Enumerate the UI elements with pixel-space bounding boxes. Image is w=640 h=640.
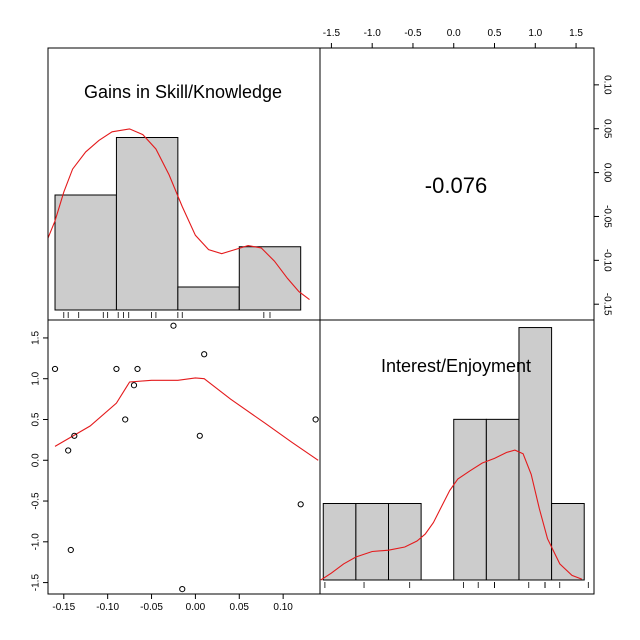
- panel-histogram-gains: Gains in Skill/Knowledge: [47, 82, 310, 318]
- panel-scatter: [51, 322, 319, 593]
- hist-bar: [453, 418, 487, 581]
- density-curve: [47, 128, 310, 301]
- x-tick-label: -0.05: [140, 602, 163, 613]
- frame-bottom-right: [319, 319, 595, 595]
- hist-bar: [518, 327, 553, 581]
- panel-histogram-interest: Interest/Enjoyment: [320, 327, 589, 588]
- hist-bar: [551, 503, 585, 581]
- scatter-point: [122, 416, 129, 423]
- hist-bar: [54, 194, 117, 311]
- scatter-point: [67, 546, 74, 554]
- right-tick-label: -0.10: [601, 249, 612, 272]
- x-tick-label: 0.00: [186, 602, 206, 613]
- panel-title: Gains in Skill/Knowledge: [84, 82, 282, 102]
- top-tick-label: 1.0: [528, 28, 542, 39]
- scatter-point: [130, 382, 138, 389]
- density-curve: [320, 449, 582, 581]
- scatter-point: [312, 416, 319, 423]
- top-tick-label: 0.5: [488, 28, 502, 39]
- scatter-point: [297, 501, 304, 508]
- y-tick-label: -1.0: [31, 533, 42, 551]
- y-tick-label: -1.5: [31, 574, 42, 592]
- frame-bottom-left: [47, 319, 321, 595]
- y-tick-label: -0.5: [31, 492, 42, 510]
- top-tick-label: 1.5: [569, 28, 583, 39]
- top-tick-label: -0.5: [404, 28, 422, 39]
- y-tick-label: 1.0: [31, 371, 42, 385]
- hist-bar: [115, 137, 179, 311]
- x-tick-label: -0.15: [52, 602, 75, 613]
- hist-bar: [485, 418, 520, 581]
- hist-bar: [177, 286, 240, 311]
- right-tick-label: -0.15: [601, 293, 612, 316]
- panel-correlation: -0.076: [425, 173, 487, 198]
- right-tick-label: 0.00: [601, 163, 612, 183]
- x-tick-label: -0.10: [96, 602, 119, 613]
- scatter-point: [134, 365, 141, 373]
- scatter-point: [201, 351, 208, 358]
- scatter-point: [113, 365, 120, 373]
- right-tick-label: -0.05: [601, 205, 612, 228]
- scatter-point: [196, 432, 203, 439]
- scatter-point: [179, 586, 186, 593]
- y-tick-label: 0.0: [31, 453, 42, 467]
- correlation-value: -0.076: [425, 173, 487, 198]
- scatter-point: [170, 322, 177, 329]
- panel-title: Interest/Enjoyment: [381, 356, 531, 376]
- scatter-point: [51, 365, 59, 373]
- top-tick-label: -1.5: [323, 28, 341, 39]
- right-tick-label: 0.05: [601, 119, 612, 139]
- y-tick-label: 0.5: [31, 412, 42, 426]
- axes: -0.15 -0.10 -0.05 0.00 0.05 0.10 -1.5 -1.0 -0.5 0…: [31, 28, 613, 613]
- loess-curve: [54, 377, 319, 461]
- y-tick-label: 1.5: [31, 331, 42, 345]
- top-tick-label: -1.0: [364, 28, 382, 39]
- x-tick-label: 0.05: [230, 602, 250, 613]
- top-tick-label: 0.0: [447, 28, 461, 39]
- hist-bar: [355, 503, 389, 581]
- scatter-point: [71, 432, 78, 439]
- scatter-point: [65, 447, 72, 454]
- right-tick-label: 0.10: [601, 75, 612, 95]
- x-tick-label: 0.10: [273, 602, 293, 613]
- hist-bar: [322, 503, 357, 581]
